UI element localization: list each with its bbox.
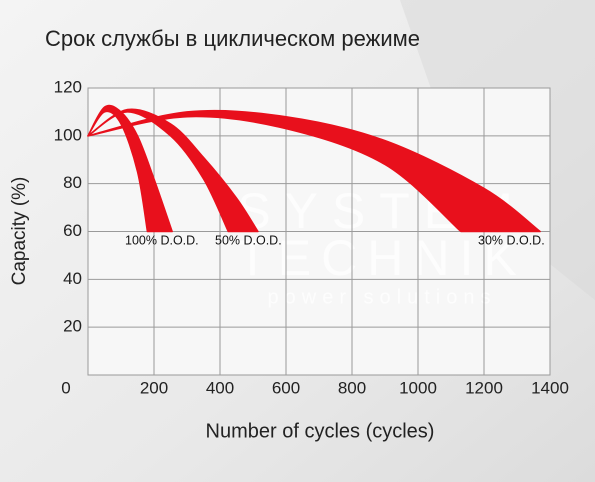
x-tick-label: 600: [272, 378, 300, 397]
x-tick-label: 0: [61, 378, 70, 397]
y-tick-label: 40: [63, 269, 82, 288]
x-tick-label: 1000: [399, 378, 437, 397]
x-tick-label: 400: [206, 378, 234, 397]
capacity-band: [87, 109, 541, 233]
series-label: 30% D.O.D.: [478, 233, 545, 247]
y-tick-label: 60: [63, 221, 82, 240]
x-tick-label: 1200: [465, 378, 503, 397]
y-axis-label: Capacity (%): [9, 177, 30, 286]
watermark: TECHNIK: [237, 230, 526, 286]
series-label: 100% D.O.D.: [125, 233, 199, 247]
x-tick-label: 1400: [531, 378, 569, 397]
y-tick-label: 100: [54, 125, 82, 144]
y-tick-label: 20: [63, 317, 82, 336]
y-tick-label: 80: [63, 173, 82, 192]
x-tick-label: 200: [140, 378, 168, 397]
plot-frame: [87, 87, 551, 376]
x-tick-label: 800: [338, 378, 366, 397]
watermark: power solutions: [268, 286, 497, 308]
chart-title: Срок службы в циклическом режиме: [45, 26, 420, 51]
capacity-band: [87, 104, 173, 233]
series-label: 50% D.O.D.: [215, 233, 282, 247]
x-axis-label: Number of cycles (cycles): [206, 420, 435, 442]
y-tick-label: 120: [54, 77, 82, 96]
